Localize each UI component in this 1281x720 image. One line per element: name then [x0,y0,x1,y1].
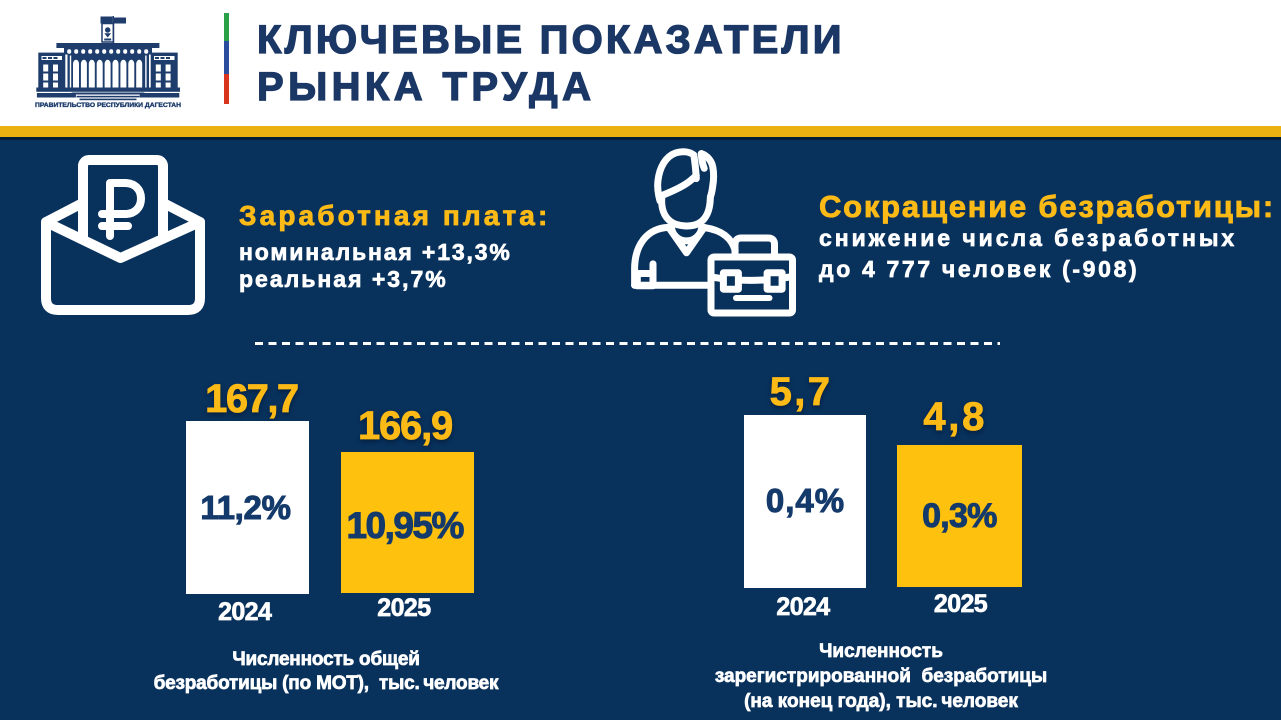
svg-text:ПРАВИТЕЛЬСТВО РЕСПУБЛИКИ ДАГЕС: ПРАВИТЕЛЬСТВО РЕСПУБЛИКИ ДАГЕСТАН [35,102,182,109]
